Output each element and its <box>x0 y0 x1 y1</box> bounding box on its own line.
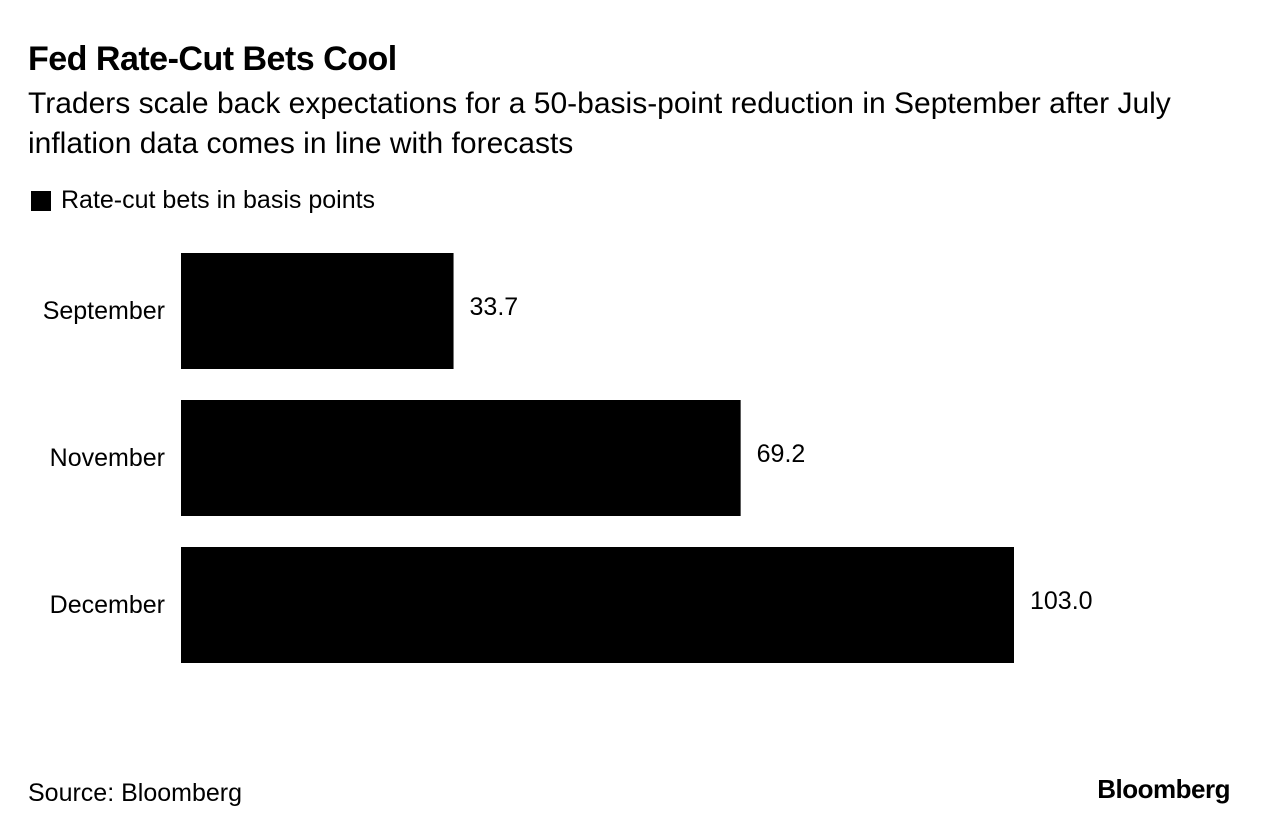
legend-swatch <box>31 190 51 211</box>
bar-december <box>181 547 1014 663</box>
category-label-november: November <box>50 444 165 472</box>
source-note: Source: Bloomberg <box>28 779 243 807</box>
value-label-september: 33.7 <box>470 293 519 321</box>
bar-november <box>181 400 741 516</box>
bloomberg-logo: Bloomberg <box>1097 774 1230 804</box>
value-label-november: 69.2 <box>757 440 806 468</box>
value-label-december: 103.0 <box>1030 587 1093 615</box>
category-label-september: September <box>43 297 165 325</box>
legend: Rate-cut bets in basis points <box>31 186 375 215</box>
category-label-december: December <box>50 591 165 619</box>
chart-title: Fed Rate-Cut Bets Cool <box>28 40 397 78</box>
bar-september <box>181 253 454 369</box>
legend-label: Rate-cut bets in basis points <box>61 186 376 214</box>
chart-subtitle: Traders scale back expectations for a 50… <box>28 87 1171 160</box>
